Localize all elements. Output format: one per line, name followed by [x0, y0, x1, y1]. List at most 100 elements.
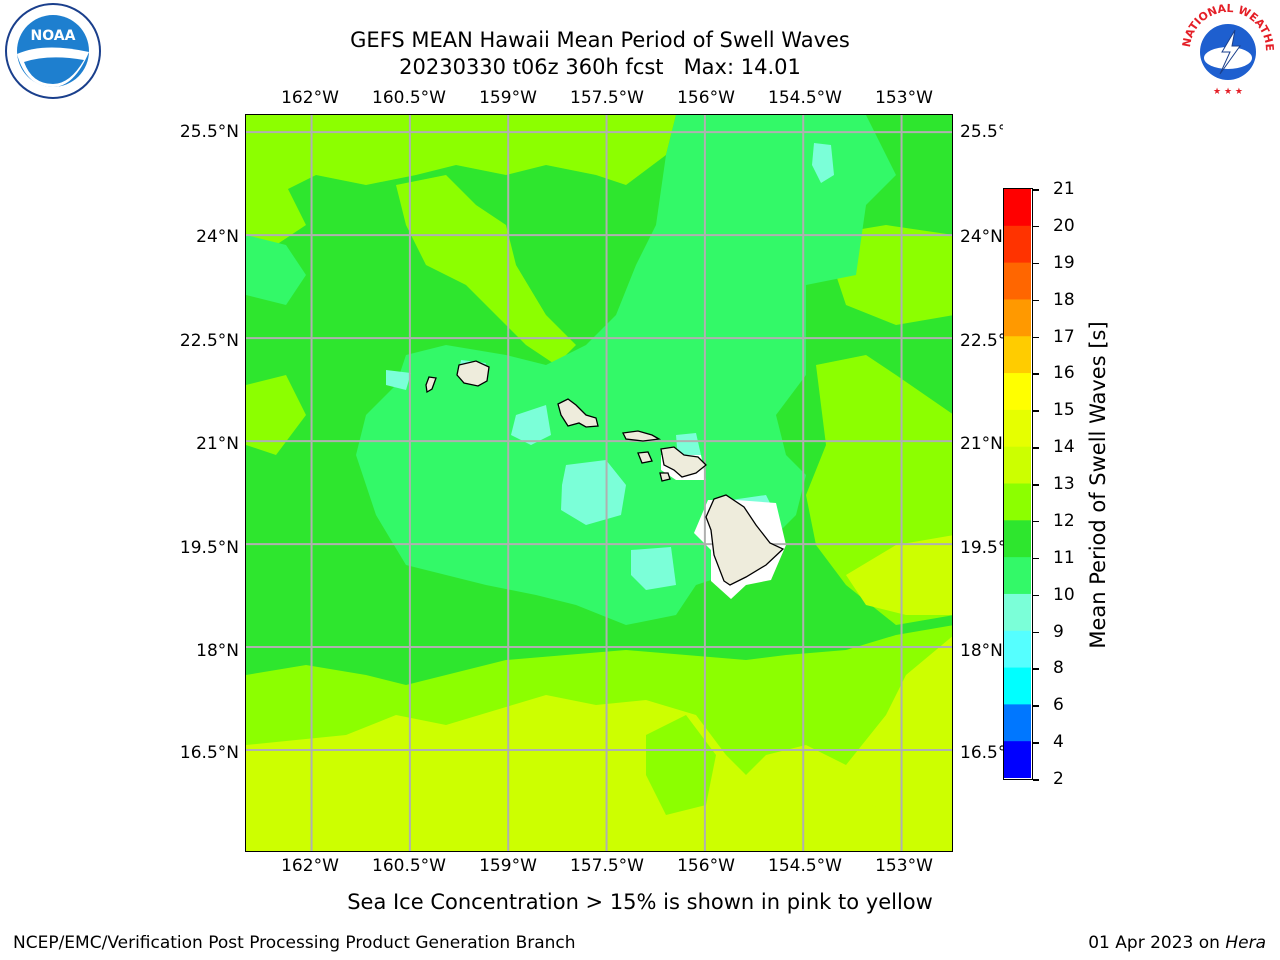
- ocean-band-9-10: [386, 370, 411, 390]
- colorbar-level-label: 4: [1053, 732, 1064, 753]
- island-kahoolawe: [659, 472, 671, 482]
- ocean-band-12-13: [646, 715, 716, 815]
- colorbar-tick: [1033, 373, 1039, 375]
- colorbar-level-label: 8: [1053, 658, 1064, 679]
- colorbar-level-label: 15: [1053, 400, 1075, 421]
- colorbar-swatch: [1004, 483, 1031, 521]
- lon-label-bottom: 154.5°W: [768, 856, 842, 876]
- colorbar: [1003, 188, 1033, 780]
- island-oahu: [557, 398, 599, 428]
- lat-label-left: 24°N: [196, 227, 239, 247]
- chart-subtitle: 20230330 t06z 360h fcst Max: 14.01: [399, 55, 801, 79]
- lat-label-left: 18°N: [196, 641, 239, 661]
- colorbar-swatch: [1004, 593, 1031, 632]
- colorbar-tick: [1033, 336, 1039, 338]
- island-molokai: [622, 430, 662, 442]
- colorbar-level-label: 16: [1053, 363, 1075, 384]
- ocean-band-13-14: [246, 795, 952, 851]
- colorbar-tick: [1033, 631, 1039, 633]
- lat-label-left: 25.5°N: [179, 122, 239, 142]
- chart-title: GEFS MEAN Hawaii Mean Period of Swell Wa…: [350, 28, 850, 52]
- lon-label-top: 159°W: [479, 88, 537, 108]
- colorbar-swatch: [1004, 262, 1031, 300]
- colorbar-tick: [1033, 447, 1039, 449]
- colorbar-level-label: 13: [1053, 474, 1075, 494]
- colorbar-level-label: 11: [1053, 547, 1075, 568]
- island-maui: [660, 446, 707, 478]
- colorbar-level-label: 20: [1053, 215, 1075, 236]
- map-canvas: [246, 115, 952, 851]
- lat-label-right: 24°N: [960, 227, 1003, 247]
- ocean-band-9-10: [631, 547, 676, 590]
- colorbar-tick: [1033, 668, 1039, 670]
- lat-label-left: 21°N: [196, 434, 239, 454]
- island-niihau: [425, 376, 437, 394]
- colorbar-tick: [1033, 520, 1039, 523]
- colorbar-tick: [1033, 594, 1039, 597]
- lon-label-bottom: 160.5°W: [372, 856, 446, 876]
- ocean-band-9-10: [511, 405, 551, 445]
- lat-label-right: 18°N: [960, 641, 1003, 661]
- noaa-logo-text: NOAA: [31, 28, 76, 44]
- colorbar-title: Mean Period of Swell Waves [s]: [1086, 321, 1110, 649]
- ocean-band-12-13: [246, 115, 676, 205]
- colorbar-level-label: 18: [1053, 289, 1075, 310]
- colorbar-swatch: [1004, 446, 1031, 484]
- colorbar-level-label: 21: [1053, 179, 1075, 199]
- ocean-band-13-14: [846, 535, 952, 615]
- island-lanai: [637, 451, 653, 464]
- colorbar-level-label: 17: [1053, 326, 1075, 347]
- lon-label-top: 162°W: [281, 88, 339, 108]
- lon-label-bottom: 156°W: [677, 856, 735, 876]
- lon-label-bottom: 157.5°W: [570, 856, 644, 876]
- colorbar-swatch: [1004, 189, 1031, 227]
- footer-branch: NCEP/EMC/Verification Post Processing Pr…: [13, 933, 576, 953]
- colorbar-tick: [1033, 557, 1039, 560]
- colorbar-tick: [1033, 189, 1039, 191]
- colorbar-level-label: 6: [1053, 695, 1064, 716]
- ocean-band-10-11: [246, 235, 306, 305]
- lat-label-right: 21°N: [960, 434, 1003, 454]
- colorbar-swatch: [1004, 630, 1031, 669]
- island-hawaii: [705, 494, 785, 586]
- nws-logo: NATIONAL WEATHER SERVICE ★ ★ ★: [1180, 2, 1276, 97]
- lon-label-top: 153°W: [875, 88, 933, 108]
- colorbar-tick: [1033, 410, 1039, 412]
- ocean-band-12-13: [246, 185, 306, 245]
- colorbar-tick: [1033, 705, 1039, 707]
- colorbar-swatch: [1004, 336, 1031, 374]
- lat-label-left: 16.5°N: [179, 743, 239, 763]
- colorbar-level-label: 2: [1053, 769, 1064, 789]
- map-frame: [245, 114, 953, 852]
- colorbar-level-label: 19: [1053, 252, 1075, 273]
- colorbar-level-label: 9: [1053, 621, 1064, 642]
- colorbar-tick: [1033, 299, 1039, 302]
- ocean-band-9-10: [812, 143, 834, 183]
- colorbar-swatch: [1004, 741, 1031, 778]
- lon-label-bottom: 153°W: [875, 856, 933, 876]
- noaa-logo: NOAA: [5, 3, 101, 99]
- colorbar-swatch: [1004, 667, 1031, 705]
- footer-host: Hera: [1225, 933, 1266, 953]
- colorbar-level-label: 10: [1053, 584, 1075, 605]
- lon-label-bottom: 162°W: [281, 856, 339, 876]
- island-kauai: [456, 360, 490, 387]
- colorbar-level-label: 12: [1053, 510, 1075, 531]
- colorbar-swatch: [1004, 373, 1031, 411]
- lon-label-top: 160.5°W: [372, 88, 446, 108]
- ocean-band-13-14: [246, 636, 952, 851]
- ocean-band-9-10: [561, 460, 626, 525]
- svg-text:★ ★ ★: ★ ★ ★: [1213, 87, 1243, 97]
- colorbar-level-label: 14: [1053, 437, 1075, 458]
- footer-date: 01 Apr 2023 on Hera: [1088, 933, 1266, 953]
- colorbar-swatches: [1004, 189, 1031, 778]
- colorbar-tick: [1033, 262, 1039, 265]
- lon-label-top: 156°W: [677, 88, 735, 108]
- colorbar-tick: [1033, 742, 1039, 744]
- lon-label-bottom: 159°W: [479, 856, 537, 876]
- colorbar-tick: [1033, 225, 1039, 228]
- ocean-band-12-13: [246, 375, 306, 455]
- colorbar-swatch: [1004, 520, 1031, 558]
- footer-date-text: 01 Apr 2023 on: [1088, 933, 1226, 953]
- colorbar-swatch: [1004, 704, 1031, 742]
